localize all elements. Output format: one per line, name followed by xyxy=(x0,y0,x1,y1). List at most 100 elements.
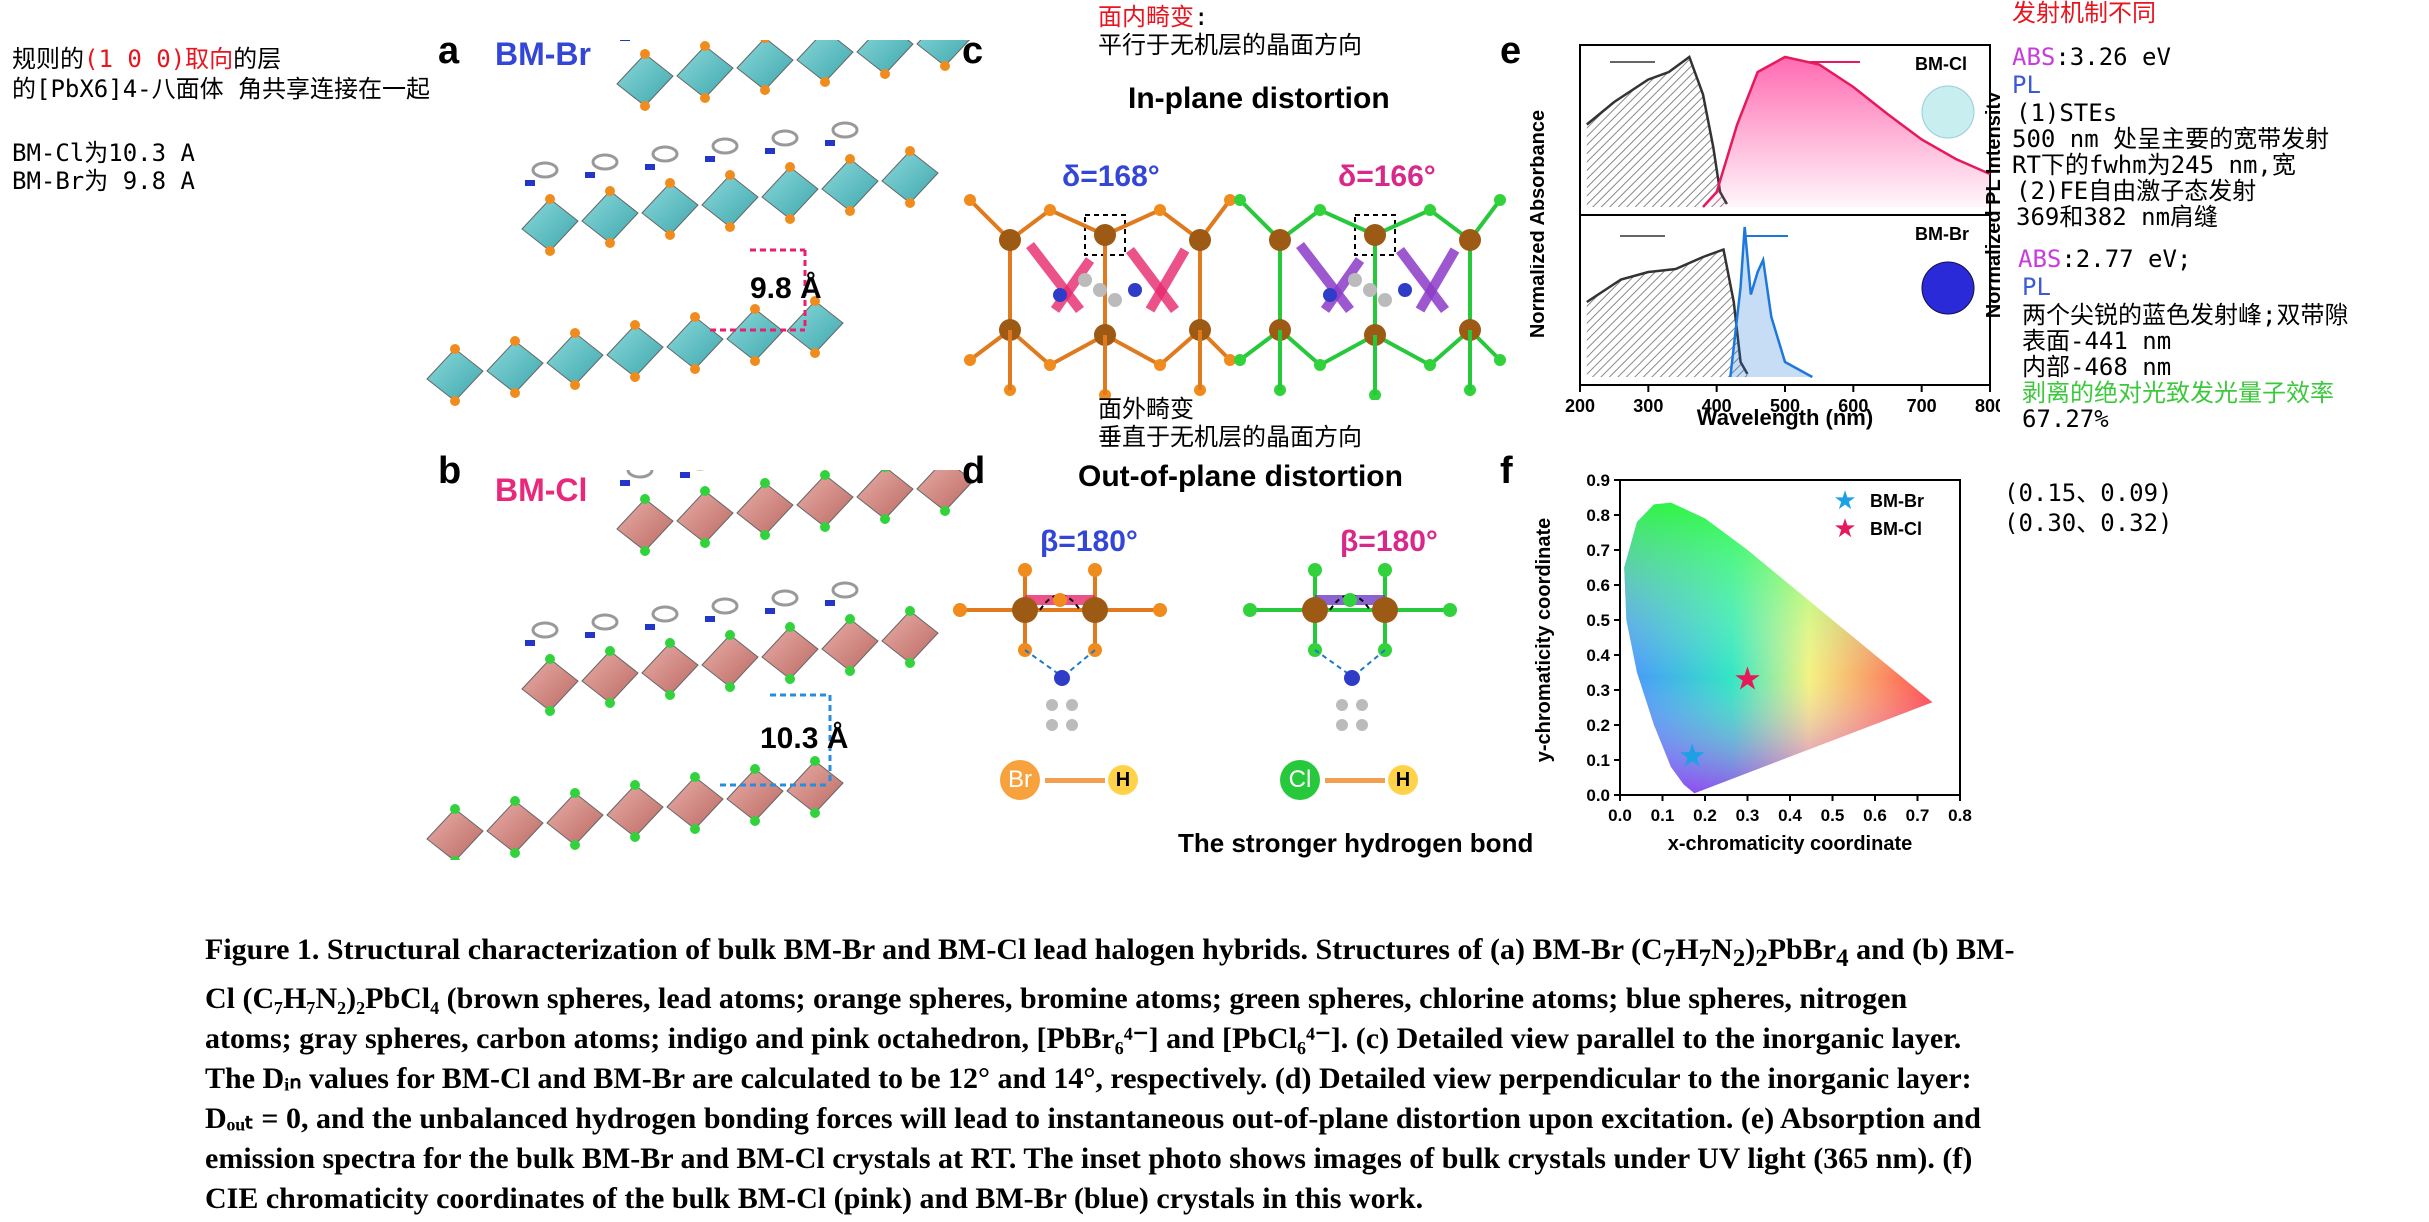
halide-atom xyxy=(570,328,580,338)
spectra-xtick-label: 400 xyxy=(1702,396,1732,416)
nitrogen-atom xyxy=(585,632,595,638)
octahedron xyxy=(726,768,784,822)
octahedron xyxy=(881,150,939,204)
octahedron xyxy=(641,182,699,236)
nitrogen-atom xyxy=(620,480,630,486)
halide-atom xyxy=(605,698,615,708)
halide-atom xyxy=(905,198,915,208)
halide-atom xyxy=(905,658,915,668)
cie-xtick-label: 0.8 xyxy=(1948,806,1972,825)
bm-br-absorbance-area xyxy=(1586,249,1748,377)
bm-br-crystal-photo xyxy=(1921,261,1975,315)
halide-atom xyxy=(630,320,640,330)
note-c-line2: 平行于无机层的晶面方向 xyxy=(1098,31,1362,59)
spectra-xtick-label: 200 xyxy=(1565,396,1595,416)
panel-d-beta-left: β=180° xyxy=(1040,525,1138,558)
note-right-cl-abs: ABS:3.26 eV xyxy=(2012,43,2171,71)
note-right-coord2: (0.30、0.32) xyxy=(2004,509,2173,537)
halide-atom xyxy=(690,364,700,374)
spectra-sample-top: BM-Cl xyxy=(1915,54,1967,74)
cie-legend-cl-star: ★ xyxy=(1833,513,1856,543)
organic-cation xyxy=(771,589,799,607)
halide-atom xyxy=(905,146,915,156)
bm-br-absorbance-line xyxy=(1586,247,1749,375)
note-right-coord1: (0.15、0.09) xyxy=(2004,479,2173,507)
octahedron xyxy=(821,618,879,672)
octahedron xyxy=(726,308,784,362)
halide-atom xyxy=(665,178,675,188)
octahedron xyxy=(821,158,879,212)
cie-gamut-overlay xyxy=(1624,502,1933,794)
panel-e-letter: e xyxy=(1500,30,1522,72)
halide-atom xyxy=(510,336,520,346)
cie-legend-cl: BM-Cl xyxy=(1870,519,1922,539)
halide-atom xyxy=(690,772,700,782)
panel-c-delta-right: δ=166° xyxy=(1338,160,1436,193)
halide-atom xyxy=(785,214,795,224)
halide-atom xyxy=(665,638,675,648)
octahedron xyxy=(426,808,484,860)
octahedron xyxy=(546,332,604,386)
note-left-line4: BM-Br为 9.8 A xyxy=(12,167,195,195)
note-left-line3: BM-Cl为10.3 A xyxy=(12,139,195,167)
out-of-plane-distortion-diagram xyxy=(953,563,1457,731)
nitrogen-atom xyxy=(585,172,595,178)
in-plane-br xyxy=(964,194,1236,400)
halide-atom xyxy=(845,154,855,164)
octahedron xyxy=(701,174,759,228)
octahedron xyxy=(736,482,794,536)
organic-cation xyxy=(651,605,679,623)
in-plane-cl xyxy=(1234,194,1506,400)
octahedron xyxy=(701,634,759,688)
octahedron xyxy=(581,190,639,244)
octahedron xyxy=(616,498,674,552)
octahedron xyxy=(786,300,844,354)
bond-br-line xyxy=(1045,778,1105,783)
bm-cl-pl-area xyxy=(1703,57,1990,207)
halide-atom xyxy=(570,380,580,390)
halide-atom xyxy=(570,788,580,798)
octahedron xyxy=(616,53,674,107)
organic-cation xyxy=(591,153,619,171)
spectra-ylabel-left: Normalized Absorbance xyxy=(1530,110,1549,338)
halide-atom xyxy=(640,101,650,111)
organic-cation xyxy=(771,129,799,147)
halide-atom xyxy=(725,630,735,640)
panel-c-letter: c xyxy=(962,30,984,72)
cie-xtick-label: 0.2 xyxy=(1693,806,1717,825)
cie-xtick-label: 0.6 xyxy=(1863,806,1887,825)
spectra-xtick-label: 300 xyxy=(1633,396,1663,416)
halide-atom xyxy=(605,238,615,248)
halide-atom xyxy=(450,856,460,860)
organic-cation xyxy=(626,470,654,479)
nitrogen-atom xyxy=(825,140,835,146)
octahedron xyxy=(606,784,664,838)
organic-cation xyxy=(711,137,739,155)
organic-cation xyxy=(531,161,559,179)
halide-atom xyxy=(665,230,675,240)
panel-d-letter: d xyxy=(962,450,986,492)
halide-atom xyxy=(570,840,580,850)
nitrogen-atom xyxy=(620,40,630,41)
out-of-plane-br xyxy=(953,563,1167,731)
octahedron xyxy=(761,626,819,680)
panel-f-letter: f xyxy=(1500,450,1513,492)
nitrogen-atom xyxy=(680,472,690,478)
organic-cation xyxy=(831,121,859,139)
nitrogen-atom xyxy=(705,156,715,162)
caption-line4: The Dᵢₙ values for BM-Cl and BM-Br are c… xyxy=(205,1062,1972,1095)
cie-ytick-label: 0.3 xyxy=(1586,681,1610,700)
halide-atom xyxy=(810,808,820,818)
organic-cation xyxy=(651,145,679,163)
nitrogen-atom xyxy=(765,608,775,614)
note-right-cl-l3: RT下的fwhm为245 nm,宽 xyxy=(2012,151,2296,179)
halide-atom xyxy=(750,356,760,366)
panel-b-letter: b xyxy=(438,450,462,492)
bm-br-pl-area xyxy=(1730,227,1813,377)
cie-xtick-label: 0.3 xyxy=(1736,806,1760,825)
bm-cl-structure xyxy=(426,470,980,860)
note-c-title: 面内畸变: xyxy=(1098,3,1209,31)
halide-atom xyxy=(700,93,710,103)
halide-atom xyxy=(905,606,915,616)
bm-cl-absorbance-line xyxy=(1586,55,1729,205)
